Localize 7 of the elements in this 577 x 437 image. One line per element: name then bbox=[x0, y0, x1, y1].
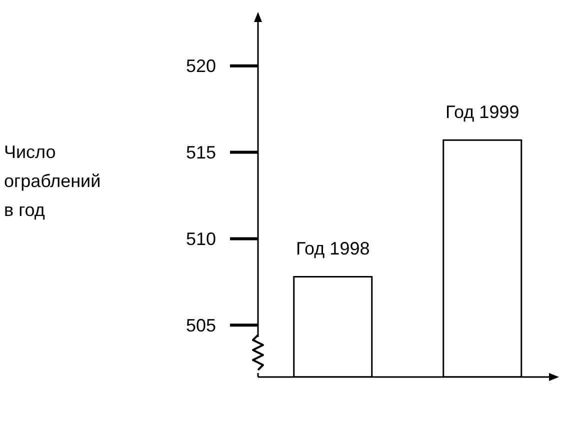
x-tick-label: Год 1998 bbox=[296, 238, 370, 259]
y-tick-label: 510 bbox=[186, 229, 216, 250]
y-axis-title: Число ограблений в год bbox=[4, 141, 102, 222]
y-tick-label: 520 bbox=[186, 56, 216, 76]
x-tick-label: Год 1999 bbox=[446, 102, 520, 122]
y-tick-label: 505 bbox=[186, 316, 216, 336]
y-tick-label: 515 bbox=[186, 142, 216, 163]
